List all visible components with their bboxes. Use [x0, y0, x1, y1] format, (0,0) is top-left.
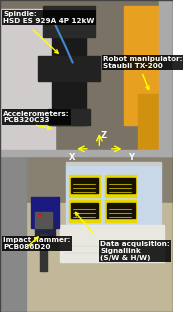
Text: Impact hammer:
PCB086D20: Impact hammer: PCB086D20 — [3, 237, 71, 250]
Bar — [69, 175, 100, 197]
Bar — [48, 109, 90, 125]
Bar — [105, 175, 137, 197]
Bar — [107, 178, 135, 193]
Text: Z: Z — [101, 131, 107, 140]
Bar — [35, 222, 55, 240]
Text: Y: Y — [128, 153, 134, 162]
Bar — [0, 203, 173, 312]
Text: S: S — [38, 213, 42, 218]
Bar — [52, 16, 86, 125]
Bar — [124, 6, 173, 125]
Bar — [71, 178, 98, 193]
Text: Robot manipulator:
Staubli TX-200: Robot manipulator: Staubli TX-200 — [103, 56, 182, 69]
Text: Accelerometers:
PCB320C33: Accelerometers: PCB320C33 — [3, 110, 70, 124]
Bar — [0, 0, 173, 156]
Bar — [43, 6, 95, 37]
Bar — [40, 234, 47, 271]
Bar — [0, 156, 26, 312]
Bar — [0, 150, 173, 156]
Bar — [138, 94, 173, 156]
Bar — [31, 197, 59, 228]
Bar — [60, 225, 164, 262]
Bar — [0, 156, 173, 312]
Bar — [35, 212, 52, 228]
Bar — [105, 200, 137, 222]
Bar — [38, 56, 100, 81]
Text: Data acquisition:
Signallink
(S/W & H/W): Data acquisition: Signallink (S/W & H/W) — [100, 241, 170, 261]
Bar — [66, 165, 161, 234]
Bar — [66, 162, 161, 165]
Bar — [0, 9, 55, 150]
Bar — [107, 203, 135, 218]
Text: Spindle:
HSD ES 929A 4P 12kW: Spindle: HSD ES 929A 4P 12kW — [3, 11, 95, 24]
Bar — [69, 200, 100, 222]
Text: X: X — [68, 153, 75, 162]
Bar — [71, 203, 98, 218]
Bar — [159, 0, 173, 156]
